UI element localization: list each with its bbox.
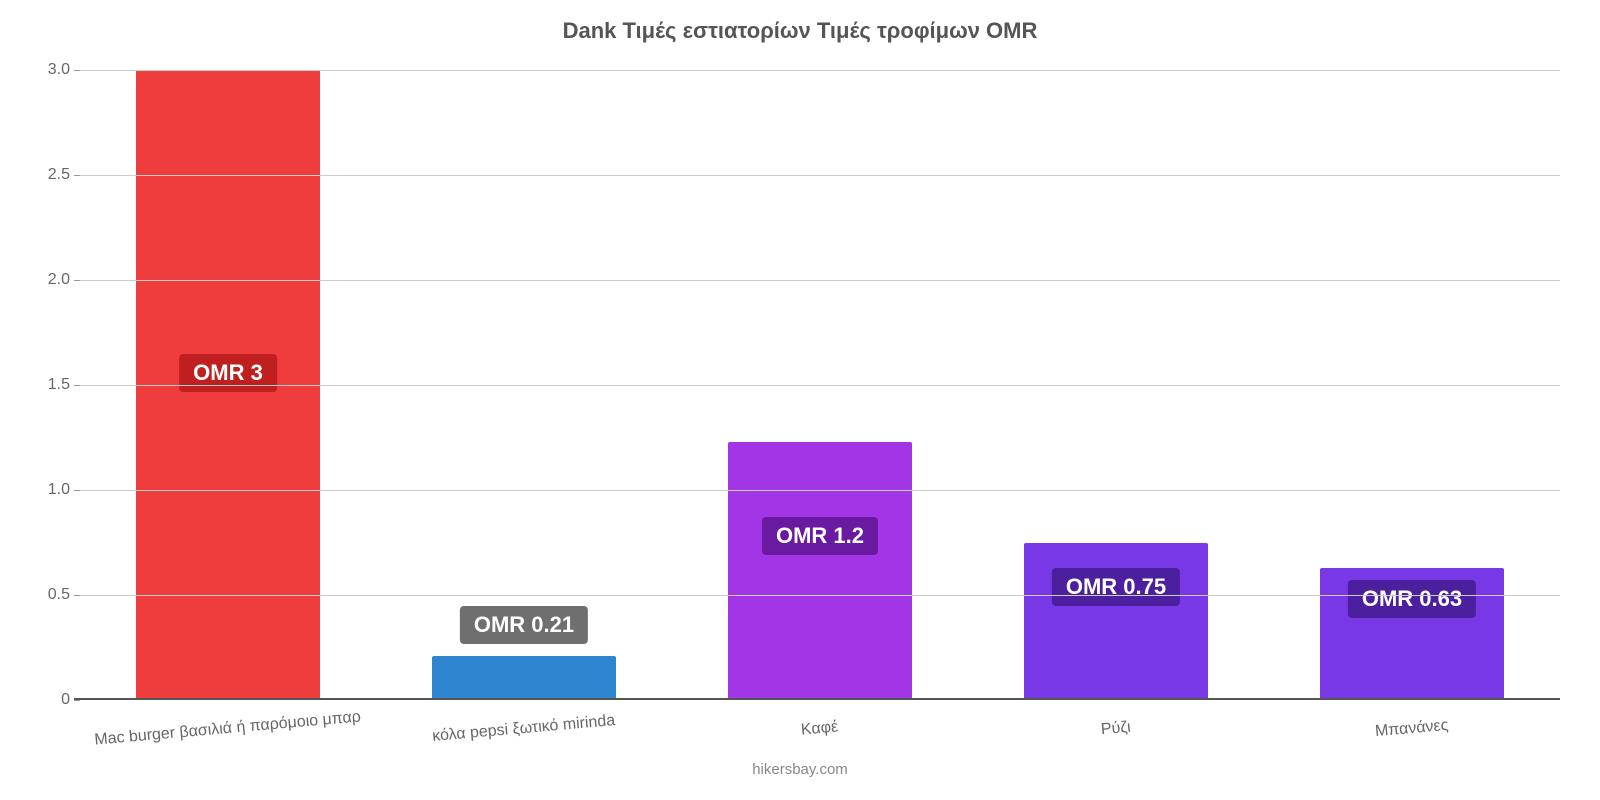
x-axis-labels: Mac burger βασιλιά ή παρόμοιο μπαρκόλα p… (80, 720, 1560, 738)
chart-title: Dank Τιμές εστιατορίων Τιμές τροφίμων OM… (0, 18, 1600, 44)
bar (1024, 543, 1208, 701)
gridline (80, 70, 1560, 71)
x-label: Καφέ (801, 718, 840, 739)
x-label-slot: Μπανάνες (1264, 720, 1560, 738)
x-label: Mac burger βασιλιά ή παρόμοιο μπαρ (94, 708, 362, 749)
attribution-text: hikersbay.com (0, 761, 1600, 778)
x-label-slot: Καφέ (672, 720, 968, 738)
plot-area: OMR 3OMR 0.21OMR 1.2OMR 0.75OMR 0.63 00.… (80, 70, 1560, 700)
gridline (80, 280, 1560, 281)
x-axis-line (74, 698, 1560, 700)
gridline (80, 175, 1560, 176)
x-label-slot: κόλα pepsi ξωτικό mirinda (376, 720, 672, 738)
x-label-slot: Ρύζι (968, 720, 1264, 738)
bar (432, 656, 616, 700)
x-label-slot: Mac burger βασιλιά ή παρόμοιο μπαρ (80, 720, 376, 738)
value-badge: OMR 0.21 (460, 606, 588, 644)
gridline (80, 595, 1560, 596)
gridline (80, 385, 1560, 386)
price-bar-chart: Dank Τιμές εστιατορίων Τιμές τροφίμων OM… (0, 0, 1600, 800)
value-badge: OMR 1.2 (762, 517, 878, 555)
x-label: κόλα pepsi ξωτικό mirinda (432, 712, 616, 746)
bar (728, 442, 912, 700)
y-tick-mark (74, 700, 80, 701)
value-badge: OMR 0.75 (1052, 568, 1180, 606)
value-badge: OMR 0.63 (1348, 580, 1476, 618)
x-label: Ρύζι (1100, 719, 1131, 740)
x-label: Μπανάνες (1375, 717, 1450, 741)
gridline (80, 490, 1560, 491)
